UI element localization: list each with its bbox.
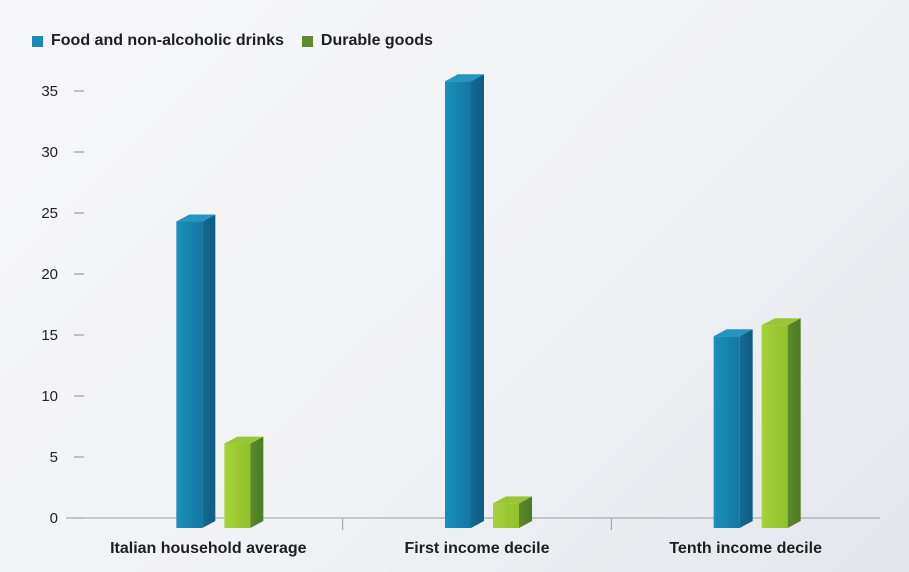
bar-front: [713, 336, 740, 528]
bar-front: [176, 221, 203, 529]
bar-side: [787, 318, 801, 528]
bar-side: [519, 496, 532, 528]
y-tick-label: 35: [41, 83, 58, 100]
y-tick-label: 25: [41, 205, 58, 222]
bar-top: [445, 74, 484, 82]
y-tick-label: 5: [50, 449, 58, 466]
y-tick-label: 0: [50, 510, 58, 527]
legend-item-food: Food and non-alcoholic drinks: [32, 32, 284, 50]
bar-side: [739, 329, 753, 528]
legend-swatch-durable: [301, 35, 313, 47]
x-category-label: Italian household average: [110, 540, 307, 557]
bar-front: [493, 503, 519, 528]
legend: Food and non-alcoholic drinks Durable go…: [32, 32, 433, 50]
bar-side: [250, 436, 264, 528]
legend-swatch-food: [32, 35, 43, 47]
bar-durable-1: [493, 496, 532, 528]
bar-top: [176, 214, 216, 222]
bar-top: [761, 318, 801, 326]
y-tick-label: 20: [41, 266, 58, 283]
legend-label-food: Food and non-alcoholic drinks: [51, 32, 284, 49]
bar-durable-0: [224, 436, 264, 528]
bar-food-0: [176, 214, 216, 529]
x-category-label: Tenth income decile: [669, 540, 822, 557]
y-tick-label: 30: [41, 144, 58, 161]
y-tick-label: 15: [41, 327, 58, 344]
bar-front: [761, 325, 788, 528]
y-tick-label: 10: [41, 388, 58, 405]
bar-front: [445, 81, 471, 529]
bar-food-1: [445, 74, 484, 529]
bar-front: [224, 443, 251, 528]
legend-label-durable: Durable goods: [320, 32, 433, 49]
bar-side: [202, 214, 216, 529]
bar-side: [471, 74, 484, 529]
bar-durable-2: [761, 318, 801, 528]
bar-top: [713, 329, 753, 337]
x-category-label: First income decile: [405, 540, 550, 557]
bar-top: [224, 436, 264, 444]
bar-top: [493, 496, 532, 504]
legend-item-durable: Durable goods: [301, 32, 433, 50]
bar-food-2: [713, 329, 753, 528]
